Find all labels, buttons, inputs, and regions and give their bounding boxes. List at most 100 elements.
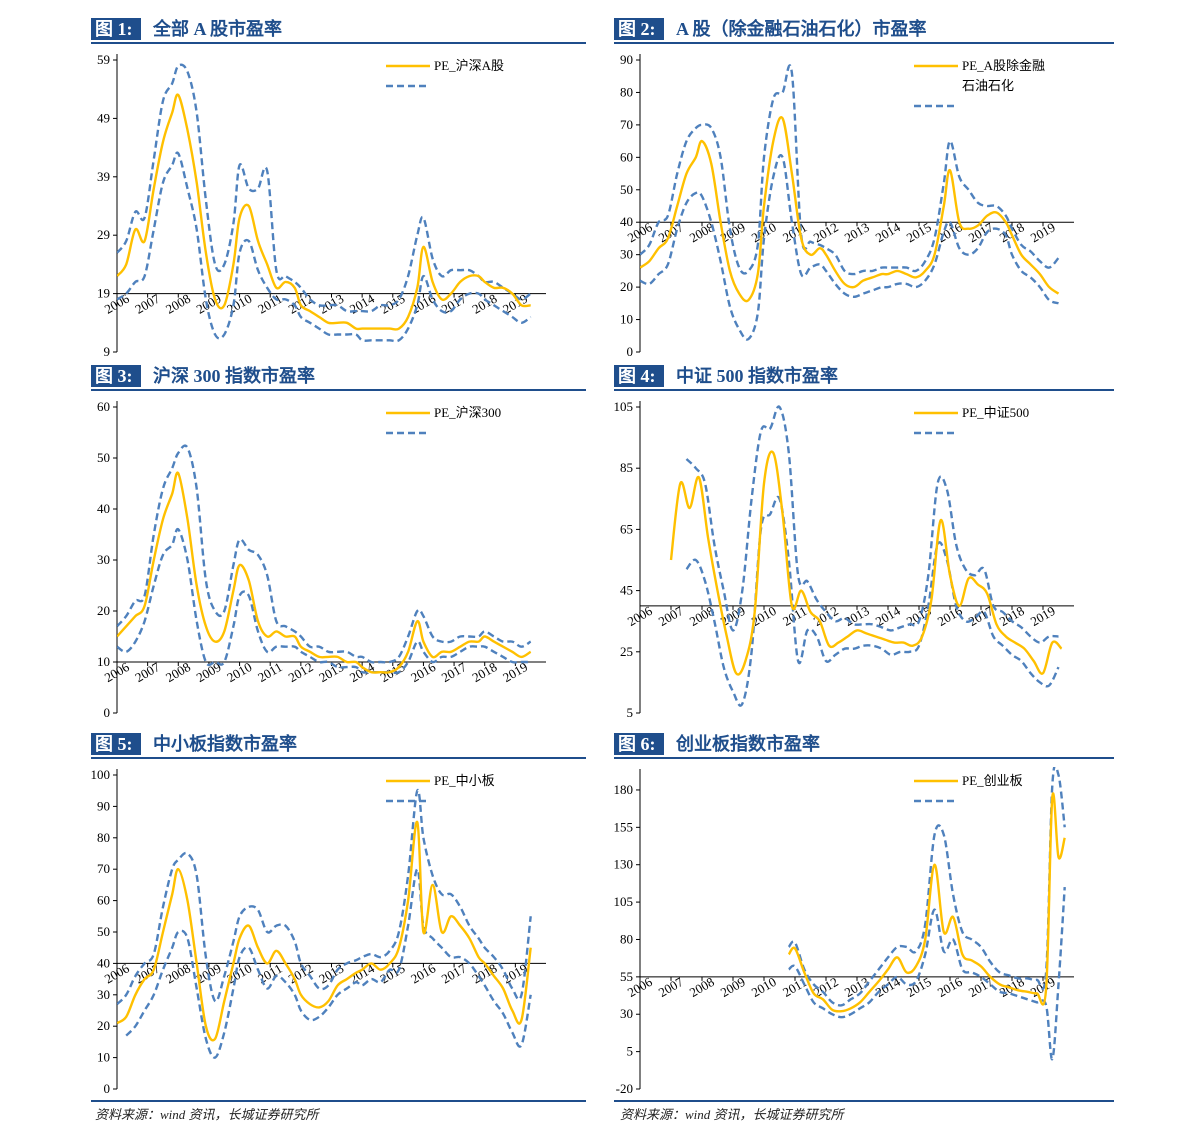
x-tick-label: 2011 (780, 974, 810, 1000)
bottom-rule-left (91, 1100, 586, 1102)
panel-header: 图 4: 中证 500 指数市盈率 (614, 363, 1114, 391)
x-tick-label: 2008 (163, 291, 193, 317)
series-line-upper-band (117, 444, 532, 664)
x-tick-label: 2012 (286, 961, 316, 987)
y-tick-label: 39 (97, 169, 110, 184)
x-tick-label: 2016 (935, 974, 965, 1000)
y-tick-label: -20 (616, 1081, 633, 1096)
y-tick-label: 180 (614, 782, 633, 797)
series-line-lower-band (640, 154, 1059, 341)
x-tick-label: 2008 (163, 961, 193, 987)
series-line-lower-band (685, 495, 1060, 707)
figure-label: 图 5: (91, 733, 141, 755)
y-tick-label: 50 (620, 182, 633, 197)
x-tick-label: 2009 (718, 974, 748, 1000)
y-tick-label: 30 (620, 247, 633, 262)
y-tick-label: 60 (620, 149, 633, 164)
x-tick-label: 2011 (255, 291, 285, 317)
panel-header: 图 1: 全部 A 股市盈率 (91, 16, 586, 44)
series-line-upper-band (640, 64, 1060, 276)
y-tick-label: 70 (620, 117, 633, 132)
y-tick-label: 0 (104, 1081, 111, 1096)
x-tick-label: 2019 (1028, 603, 1058, 629)
x-tick-label: 2010 (749, 974, 779, 1000)
y-tick-label: 40 (97, 501, 110, 516)
y-tick-label: 50 (97, 450, 110, 465)
y-tick-label: 130 (614, 857, 633, 872)
y-tick-label: 80 (620, 931, 633, 946)
x-tick-label: 2018 (997, 974, 1027, 1000)
y-tick-label: 25 (620, 644, 633, 659)
figure-title: 中证 500 指数市盈率 (676, 366, 838, 386)
series-line-pe (117, 93, 531, 331)
x-tick-label: 2017 (439, 659, 469, 685)
y-tick-label: 60 (97, 893, 110, 908)
y-tick-label: 45 (620, 583, 633, 598)
series-group (117, 63, 532, 343)
panel-header: 图 2: A 股（除金融石油石化）市盈率 (614, 16, 1114, 44)
series-group (117, 444, 532, 675)
y-tick-label: 40 (97, 955, 110, 970)
series-line-lower-band (117, 151, 532, 343)
x-tick-label: 2007 (656, 603, 686, 629)
x-tick-label: 2017 (439, 960, 469, 986)
y-tick-label: 30 (97, 552, 110, 567)
legend-label-pe: PE_中证500 (962, 405, 1029, 420)
bottom-rule-right (614, 1100, 1114, 1102)
figure-label: 图 3: (91, 365, 141, 387)
legend-label-pe: PE_创业板 (962, 773, 1023, 788)
figure-title: 中小板指数市盈率 (153, 734, 297, 754)
series-line-pe (640, 116, 1060, 303)
figure-title: A 股（除金融石油石化）市盈率 (676, 19, 927, 39)
figure-title: 创业板指数市盈率 (676, 734, 820, 754)
y-tick-label: 29 (97, 227, 110, 242)
y-tick-label: 49 (97, 110, 110, 125)
x-tick-label: 2019 (1028, 974, 1058, 1000)
series-line-lower-band (125, 868, 532, 1059)
y-tick-label: 105 (614, 894, 633, 909)
series-line-upper-band (117, 789, 532, 1006)
x-tick-label: 2018 (997, 603, 1027, 629)
legend-label-pe: PE_中小板 (434, 773, 495, 788)
source-note-right: 资料来源：wind 资讯，长城证券研究所 (620, 1107, 844, 1122)
y-tick-label: 40 (620, 214, 633, 229)
x-tick-label: 2013 (842, 219, 872, 245)
x-tick-label: 2013 (316, 291, 346, 317)
series-line-upper-band (117, 63, 532, 313)
x-tick-label: 2015 (904, 219, 934, 245)
y-tick-label: 55 (620, 969, 633, 984)
y-tick-label: 30 (620, 1006, 633, 1021)
y-tick-label: 20 (620, 279, 633, 294)
chart-panel-5: 图 5: 中小板指数市盈率 0 10 20 30 40 50 60 70 80 90 100 2006 20… (91, 731, 586, 1101)
chart-panel-3: 图 3: 沪深 300 指数市盈率 0 10 20 30 40 50 60 2006 2007 200… (91, 363, 586, 725)
x-tick-label: 2008 (163, 659, 193, 685)
x-tick-label: 2008 (687, 974, 717, 1000)
series-line-upper-band (685, 405, 1059, 644)
x-tick-label: 2012 (811, 219, 841, 245)
source-note-left: 资料来源：wind 资讯，长城证券研究所 (95, 1107, 319, 1122)
legend-label-pe: PE_A股除金融石油石化 (962, 58, 1045, 93)
legend: PE_A股除金融石油石化 (914, 58, 1045, 108)
y-tick-label: 10 (97, 1050, 110, 1065)
y-tick-label: 50 (97, 924, 110, 939)
legend-label-pe: PE_沪深300 (434, 405, 501, 420)
legend-label-pe: PE_沪深A股 (434, 58, 504, 73)
x-tick-label: 2014 (347, 290, 377, 316)
y-tick-label: 90 (97, 798, 110, 813)
y-tick-label: 70 (97, 861, 110, 876)
x-tick-label: 2008 (687, 219, 717, 245)
series-group (117, 789, 532, 1059)
x-tick-label: 2012 (286, 659, 316, 685)
y-tick-label: 59 (97, 52, 110, 67)
y-tick-label: 30 (97, 987, 110, 1002)
figure-label: 图 1: (91, 18, 141, 40)
figure-label: 图 4: (614, 365, 664, 387)
x-tick-label: 2019 (1028, 219, 1058, 245)
x-tick-label: 2010 (224, 659, 254, 685)
x-tick-label: 2007 (656, 974, 686, 1000)
x-tick-label: 2018 (469, 291, 499, 317)
